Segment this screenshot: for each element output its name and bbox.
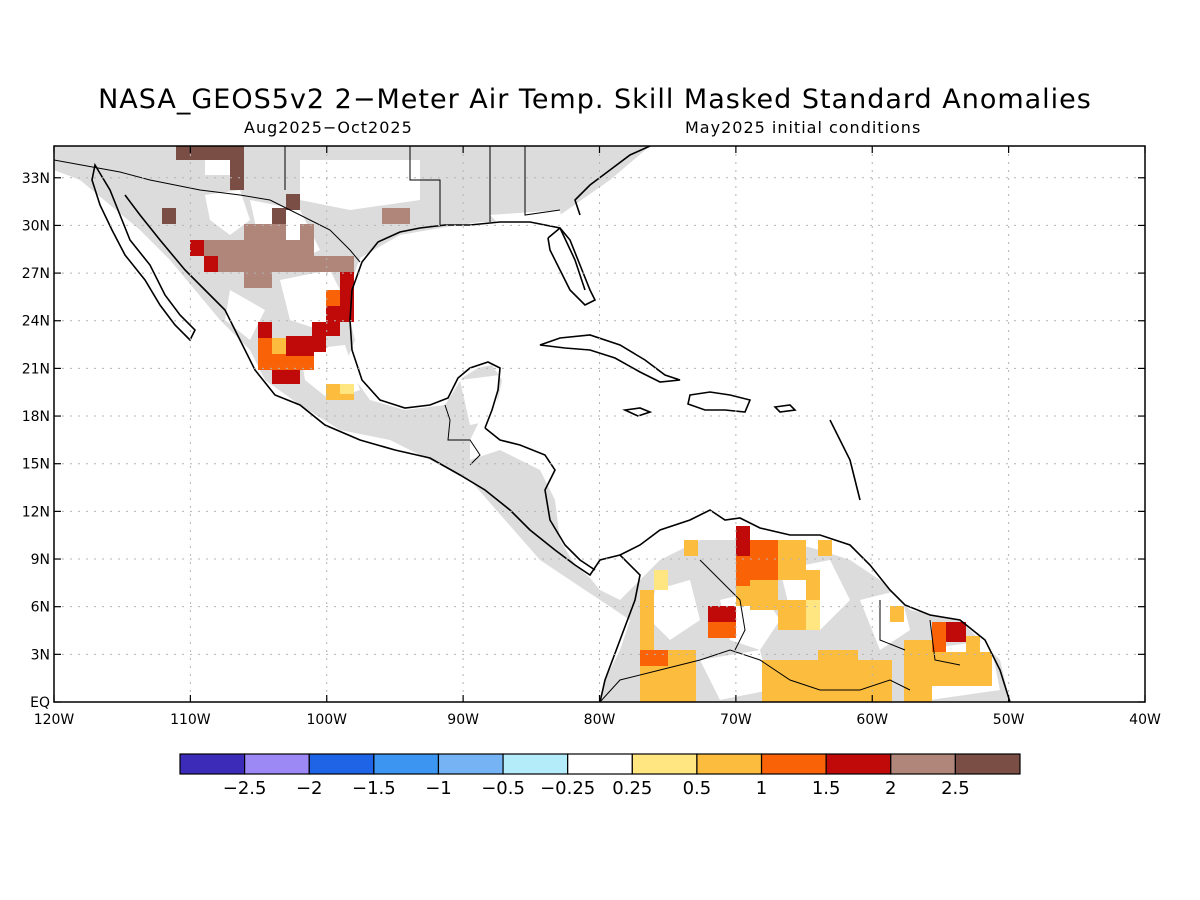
lon-label: 60W: [856, 712, 888, 728]
graticule: [54, 146, 1145, 702]
colorbar-swatch: [567, 753, 633, 775]
anomaly-cells: [162, 146, 992, 702]
colorbar-swatch: [437, 753, 504, 775]
colorbar-label: −0.5: [481, 778, 525, 799]
lat-label: 9N: [31, 552, 50, 568]
coastlines: [91, 146, 1011, 702]
colorbar-label: 2.5: [941, 778, 970, 799]
lon-label: 40W: [1129, 712, 1161, 728]
colorbar-label: −1.5: [352, 778, 396, 799]
colorbar: −2.5 −2 −1.5 −1 −0.5 −0.25 0.25 0.5 1 1.5 2 2.5: [179, 753, 1021, 799]
colorbar-swatch: [696, 753, 763, 775]
lat-label: 24N: [22, 314, 50, 330]
colorbar-label: 0.25: [612, 778, 652, 799]
lat-label: 15N: [22, 457, 50, 473]
colorbar-label: 2: [885, 778, 896, 799]
colorbar-label: 0.5: [683, 778, 712, 799]
colorbar-label: 1: [756, 778, 767, 799]
colorbar-swatch: [502, 753, 569, 775]
colorbar-swatch: [825, 753, 892, 775]
lon-label: 120W: [34, 712, 75, 728]
axes: 120W 110W 100W 90W 80W 70W 60W 50W 40W 33N 30N 27N 2…: [22, 146, 1161, 728]
lat-label: 12N: [22, 504, 50, 520]
colorbar-swatch: [760, 753, 827, 775]
colorbar-label: −0.25: [540, 778, 595, 799]
colorbar-swatch: [179, 753, 246, 775]
colorbar-label: −2.5: [223, 778, 267, 799]
lon-label: 100W: [306, 712, 347, 728]
lon-label: 70W: [720, 712, 752, 728]
lon-label: 110W: [170, 712, 211, 728]
colorbar-swatch: [308, 753, 375, 775]
lat-label: 33N: [22, 171, 50, 187]
colorbar-swatch: [631, 753, 698, 775]
lat-label: 27N: [22, 266, 50, 282]
colorbar-label: 1.5: [812, 778, 841, 799]
lat-label: 3N: [31, 647, 50, 663]
forecast-period: Aug2025−Oct2025: [244, 118, 413, 137]
colorbar-swatch: [373, 753, 440, 775]
map-title: NASA_GEOS5v2 2−Meter Air Temp. Skill Mas…: [98, 84, 1092, 115]
lat-label: 21N: [22, 361, 50, 377]
lon-label: 50W: [993, 712, 1025, 728]
colorbar-swatch: [954, 753, 1021, 775]
colorbar-label: −1: [425, 778, 452, 799]
lon-label: 80W: [584, 712, 616, 728]
colorbar-swatch: [244, 753, 310, 775]
lat-label: EQ: [30, 695, 50, 711]
lat-label: 6N: [31, 600, 50, 616]
borders: [54, 146, 961, 702]
colorbar-swatch: [890, 753, 956, 775]
colorbar-label: −2: [296, 778, 323, 799]
lat-label: 30N: [22, 218, 50, 234]
lon-label: 90W: [447, 712, 479, 728]
initial-conditions: May2025 initial conditions: [685, 118, 922, 137]
lat-label: 18N: [22, 409, 50, 425]
